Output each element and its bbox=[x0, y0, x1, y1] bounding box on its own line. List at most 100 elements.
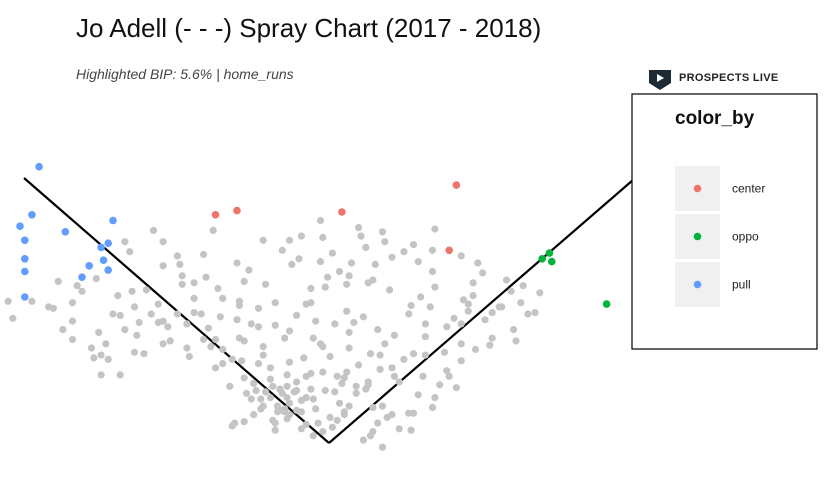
bip-point-other bbox=[9, 314, 17, 322]
bip-point-other bbox=[369, 428, 377, 436]
bip-point-other bbox=[376, 351, 384, 359]
bip-point-other bbox=[97, 371, 105, 379]
bip-point-other bbox=[293, 311, 301, 319]
bip-point-other bbox=[331, 320, 339, 328]
bip-point-other bbox=[159, 340, 167, 348]
bip-point-other bbox=[405, 310, 413, 318]
bip-point-pull bbox=[97, 243, 105, 252]
bip-point-other bbox=[200, 250, 208, 259]
bip-point-other bbox=[350, 318, 358, 327]
legend-entries: center oppo pull bbox=[675, 166, 765, 307]
bip-point-other bbox=[259, 236, 267, 244]
bip-point-other bbox=[378, 402, 387, 410]
bip-point-other bbox=[486, 341, 494, 349]
bip-point-other bbox=[235, 301, 243, 310]
bip-point-other bbox=[388, 364, 396, 372]
bip-point-other bbox=[283, 371, 291, 379]
bip-point-other bbox=[357, 232, 365, 240]
bip-point-other bbox=[390, 372, 398, 380]
bip-point-other bbox=[312, 317, 320, 325]
bip-point-other bbox=[326, 352, 334, 361]
bip-point-other bbox=[338, 379, 346, 387]
bip-point-other bbox=[378, 443, 387, 451]
bip-point-other bbox=[245, 266, 253, 274]
bip-point-other bbox=[362, 385, 370, 393]
bip-point-other bbox=[388, 253, 396, 261]
bip-point-other bbox=[133, 331, 141, 339]
bip-point-other bbox=[271, 299, 279, 307]
bip-point-other bbox=[183, 320, 191, 328]
bip-point-other bbox=[68, 335, 77, 344]
bip-point-other bbox=[276, 406, 284, 414]
legend-label-oppo: oppo bbox=[732, 230, 759, 244]
legend-label-pull: pull bbox=[732, 278, 751, 292]
bip-point-other bbox=[262, 388, 270, 396]
bip-point-pull bbox=[99, 256, 108, 265]
bip-point-other bbox=[269, 382, 277, 390]
bip-point-other bbox=[90, 354, 98, 362]
bip-point-other bbox=[464, 307, 472, 315]
bip-point-other bbox=[512, 337, 520, 345]
bip-point-other bbox=[293, 378, 301, 386]
bip-point-center bbox=[445, 246, 454, 255]
bip-point-other bbox=[309, 334, 317, 342]
bip-point-other bbox=[469, 292, 477, 300]
bip-point-other bbox=[355, 361, 363, 369]
bip-point-other bbox=[364, 279, 372, 287]
bip-point-other bbox=[390, 331, 398, 339]
bip-point-other bbox=[309, 395, 317, 403]
bip-point-other bbox=[381, 238, 389, 246]
bip-point-other bbox=[197, 310, 205, 318]
bip-point-other bbox=[281, 334, 289, 342]
bip-point-other bbox=[78, 287, 86, 295]
bip-point-other bbox=[252, 386, 260, 395]
bip-point-other bbox=[386, 286, 394, 294]
bip-point-other bbox=[147, 310, 155, 318]
bip-point-other bbox=[271, 419, 279, 427]
bip-point-other bbox=[333, 372, 341, 380]
bip-point-other bbox=[428, 267, 437, 276]
bip-point-other bbox=[121, 238, 129, 246]
bip-point-other bbox=[321, 386, 329, 395]
bip-point-other bbox=[285, 236, 294, 244]
bip-point-other bbox=[457, 340, 465, 348]
bip-point-other bbox=[233, 316, 241, 324]
bip-point-other bbox=[324, 273, 332, 281]
bip-point-other bbox=[140, 350, 148, 358]
bip-point-other bbox=[254, 360, 263, 368]
right-foul-line bbox=[328, 179, 634, 444]
bip-point-other bbox=[173, 252, 181, 260]
bip-point-other bbox=[259, 351, 267, 359]
bip-point-other bbox=[228, 422, 236, 430]
bip-point-other bbox=[176, 260, 184, 268]
prospects-live-logo: PROSPECTS LIVE bbox=[649, 70, 778, 90]
bip-point-other bbox=[285, 399, 294, 407]
bip-point-other bbox=[343, 368, 351, 376]
bip-point-other bbox=[211, 335, 220, 344]
bip-point-other bbox=[271, 426, 279, 434]
bip-point-other bbox=[316, 216, 325, 225]
foul-lines bbox=[23, 177, 634, 444]
bip-point-other bbox=[421, 351, 429, 359]
left-foul-line bbox=[23, 177, 330, 444]
bip-point-other bbox=[333, 416, 341, 424]
bip-point-other bbox=[228, 355, 236, 363]
bip-point-other bbox=[419, 372, 427, 380]
bip-point-other bbox=[297, 425, 305, 433]
bip-point-other bbox=[400, 355, 408, 363]
bip-point-other bbox=[142, 286, 150, 294]
bip-point-other bbox=[359, 436, 367, 444]
bip-point-other bbox=[276, 385, 284, 393]
bip-point-other bbox=[302, 420, 310, 429]
bip-point-other bbox=[405, 409, 413, 417]
bip-point-other bbox=[307, 299, 315, 307]
bip-point-other bbox=[495, 303, 503, 311]
bip-point-other bbox=[502, 276, 511, 284]
bip-point-other bbox=[335, 267, 344, 276]
bip-point-other bbox=[95, 328, 103, 336]
bip-point-other bbox=[488, 334, 496, 342]
bip-point-other bbox=[428, 403, 437, 412]
bip-point-other bbox=[54, 277, 62, 285]
bip-point-other bbox=[314, 419, 322, 427]
